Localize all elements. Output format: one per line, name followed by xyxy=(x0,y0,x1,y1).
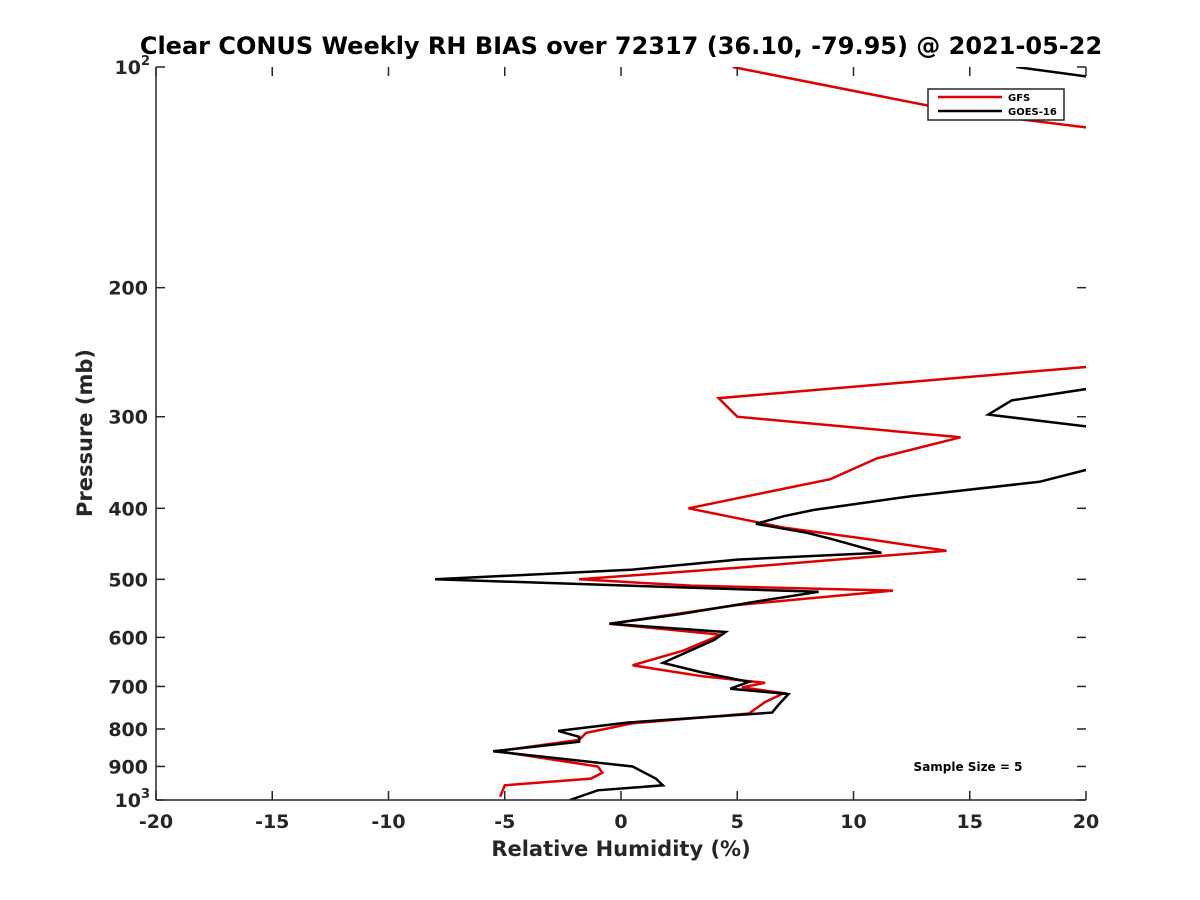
x-tick-label: 20 xyxy=(1073,811,1099,833)
legend-label-goes16: GOES-16 xyxy=(1008,107,1057,118)
x-tick-label: 15 xyxy=(957,811,983,833)
y-tick-label: 200 xyxy=(108,278,148,300)
legend-box xyxy=(927,88,1065,121)
plot-area xyxy=(156,67,1086,800)
y-tick-label: 900 xyxy=(108,756,148,778)
sample-size-annotation: Sample Size = 5 xyxy=(914,760,1023,774)
x-tick-label: -10 xyxy=(371,811,405,833)
series-layer xyxy=(434,67,1086,800)
x-axis-label: Relative Humidity (%) xyxy=(491,837,750,861)
x-tick-label: -15 xyxy=(255,811,289,833)
y-axis-ticks: 102 200 300 400 500 600 700 800 900 103 xyxy=(108,54,1086,812)
x-tick-label: -20 xyxy=(139,811,173,833)
x-tick-label: -5 xyxy=(494,811,515,833)
x-tick-label: 0 xyxy=(614,811,627,833)
x-axis-ticks: -20 -15 -10 -5 0 5 10 15 20 xyxy=(139,67,1099,833)
y-axis-label: Pressure (mb) xyxy=(73,349,97,517)
x-tick-label: 10 xyxy=(840,811,866,833)
y-tick-label: 103 xyxy=(115,787,151,812)
y-tick-label: 102 xyxy=(115,54,151,79)
y-tick-label: 800 xyxy=(108,719,148,741)
y-tick-label: 700 xyxy=(108,676,148,698)
chart-title: Clear CONUS Weekly RH BIAS over 72317 (3… xyxy=(140,32,1102,60)
legend-label-gfs: GFS xyxy=(1008,93,1030,104)
y-tick-label: 500 xyxy=(108,569,148,591)
x-tick-label: 5 xyxy=(731,811,744,833)
y-tick-label: 300 xyxy=(108,407,148,429)
y-tick-label: 400 xyxy=(108,498,148,520)
legend: GFS GOES-16 xyxy=(927,88,1065,121)
y-tick-label: 600 xyxy=(108,627,148,649)
series-line-goes16 xyxy=(434,67,1086,800)
